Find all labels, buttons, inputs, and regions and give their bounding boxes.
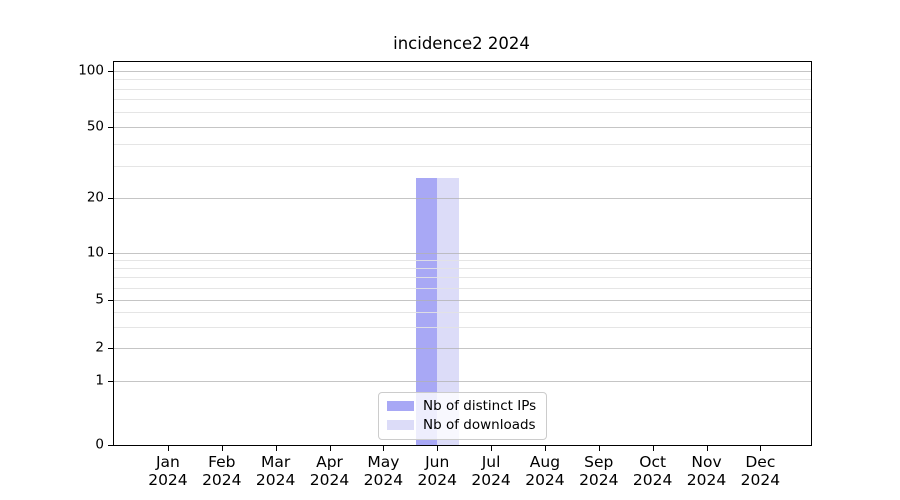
gridline-minor bbox=[114, 311, 811, 313]
x-tick-mark bbox=[598, 446, 600, 451]
x-tick-label-feb: Feb 2024 bbox=[202, 453, 242, 490]
gridline-major bbox=[114, 126, 811, 128]
bar-downloads bbox=[437, 177, 459, 445]
gridline-major bbox=[114, 380, 811, 382]
x-tick-mark bbox=[544, 446, 546, 451]
x-tick-label-sep: Sep 2024 bbox=[579, 453, 619, 490]
y-tick-label: 100 bbox=[78, 62, 104, 79]
x-tick-mark bbox=[706, 446, 708, 451]
legend-label: Nb of distinct IPs bbox=[423, 398, 537, 414]
x-tick-mark bbox=[329, 446, 331, 451]
y-tick-mark bbox=[108, 253, 113, 254]
gridline-minor bbox=[114, 79, 811, 81]
x-tick-label-oct: Oct 2024 bbox=[632, 453, 673, 490]
x-tick-mark bbox=[275, 446, 277, 451]
x-tick-mark bbox=[437, 446, 439, 451]
gridline-major bbox=[114, 253, 811, 254]
x-tick-label-may: May 2024 bbox=[363, 453, 404, 490]
y-tick-label: 20 bbox=[86, 189, 104, 206]
gridline-minor bbox=[114, 287, 811, 289]
gridline-minor bbox=[114, 88, 811, 90]
legend-label: Nb of downloads bbox=[423, 417, 536, 433]
x-tick-mark bbox=[383, 446, 385, 451]
gridline-minor bbox=[114, 99, 811, 101]
x-tick-label-jun: Jun 2024 bbox=[417, 453, 457, 490]
y-tick-mark bbox=[108, 198, 113, 200]
x-tick-mark bbox=[652, 446, 654, 451]
x-tick-label-jul: Jul 2024 bbox=[471, 453, 511, 490]
y-tick-label: 10 bbox=[86, 244, 104, 261]
y-tick-label: 0 bbox=[95, 436, 104, 453]
legend-swatch bbox=[387, 401, 414, 411]
plot-area: 0 1 2 5 10 20 50 100 Jan 2024 Feb 2024 Mar 2024 Apr… bbox=[78, 61, 812, 489]
y-tick-mark bbox=[108, 380, 113, 382]
gridline-major bbox=[114, 70, 811, 72]
legend-item-distinct-ips: Nb of distinct IPs bbox=[387, 398, 536, 414]
x-tick-mark bbox=[760, 446, 762, 451]
y-tick-mark bbox=[108, 347, 113, 349]
gridline-minor bbox=[114, 144, 811, 146]
gridline-minor bbox=[114, 260, 811, 262]
x-tick-label-mar: Mar 2024 bbox=[255, 453, 296, 490]
y-tick-mark bbox=[108, 126, 113, 128]
y-tick-label: 5 bbox=[95, 291, 104, 308]
y-tick-label: 2 bbox=[95, 339, 104, 356]
x-tick-mark bbox=[167, 446, 169, 451]
y-tick-mark bbox=[108, 70, 113, 72]
x-tick-label-dec: Dec 2024 bbox=[740, 453, 781, 490]
legend-item-downloads: Nb of downloads bbox=[387, 417, 536, 433]
x-tick-mark bbox=[221, 446, 223, 451]
gridline-minor bbox=[114, 277, 811, 279]
x-tick-label-apr: Apr 2024 bbox=[309, 453, 350, 490]
gridline-major bbox=[114, 347, 811, 349]
x-tick-label-aug: Aug 2024 bbox=[525, 453, 565, 490]
y-tick-mark bbox=[108, 445, 113, 446]
x-tick-mark bbox=[491, 446, 493, 451]
gridline-major bbox=[114, 198, 811, 200]
legend-swatch bbox=[387, 420, 414, 430]
x-tick-label-nov: Nov 2024 bbox=[686, 453, 727, 490]
y-tick-label: 1 bbox=[95, 372, 104, 389]
gridline-major bbox=[114, 299, 811, 301]
chart-title: incidence2 2024 bbox=[393, 34, 530, 53]
y-tick-label: 50 bbox=[86, 118, 104, 135]
x-tick-label-jan: Jan 2024 bbox=[148, 453, 188, 490]
bar-distinct-ips bbox=[415, 177, 438, 445]
gridline-minor bbox=[114, 166, 811, 168]
gridline-minor bbox=[114, 111, 811, 113]
legend: Nb of distinct IPs Nb of downloads bbox=[378, 392, 548, 440]
gridline-minor bbox=[114, 326, 811, 328]
y-tick-mark bbox=[108, 299, 113, 301]
gridline-minor bbox=[114, 268, 811, 270]
